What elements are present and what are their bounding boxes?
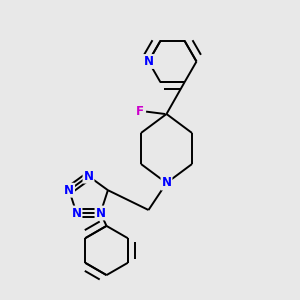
- Text: N: N: [71, 206, 82, 220]
- Text: N: N: [83, 169, 94, 183]
- Text: N: N: [143, 55, 154, 68]
- Text: N: N: [64, 184, 74, 197]
- Text: F: F: [136, 105, 143, 118]
- Text: N: N: [161, 176, 172, 190]
- Text: N: N: [95, 206, 106, 220]
